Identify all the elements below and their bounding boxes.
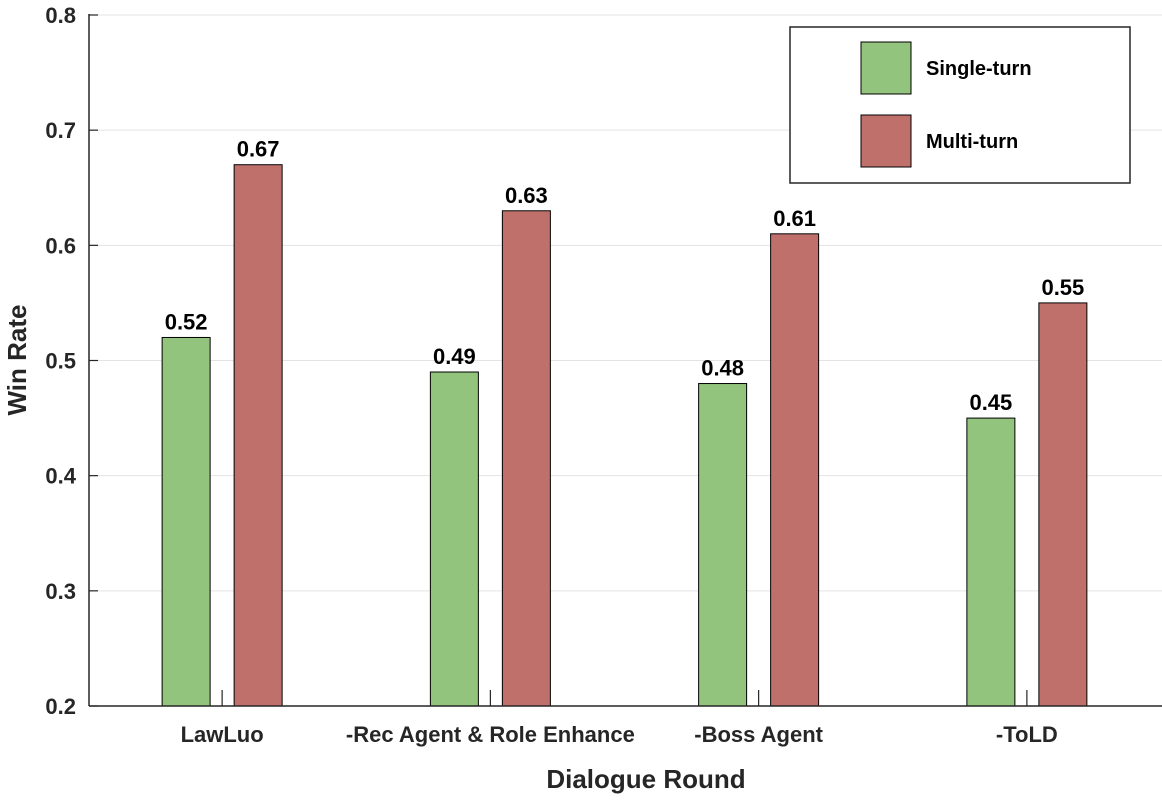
y-axis-label: Win Rate: [2, 305, 32, 416]
bar-single-turn: [161, 336, 211, 707]
bar-value-label: 0.61: [773, 206, 816, 231]
y-tick-label: 0.5: [45, 349, 76, 374]
bar-multi-turn: [233, 164, 283, 707]
bar-value-label: 0.48: [701, 356, 744, 381]
y-tick-label: 0.2: [45, 694, 76, 719]
x-tick-label: -ToLD: [996, 722, 1058, 747]
bar-value-label: 0.63: [505, 183, 548, 208]
legend-swatch-multi-turn: [860, 114, 912, 168]
y-tick-label: 0.4: [45, 464, 76, 489]
legend-swatch-single-turn: [860, 41, 912, 95]
bar-single-turn: [429, 371, 479, 707]
x-axis-label: Dialogue Round: [546, 764, 745, 794]
bar-value-label: 0.67: [237, 137, 280, 162]
bar-value-label: 0.45: [969, 390, 1012, 415]
x-tick-label: LawLuo: [181, 722, 264, 747]
legend: Single-turn Multi-turn: [789, 26, 1131, 184]
bar-multi-turn: [770, 233, 820, 707]
y-tick-label: 0.3: [45, 579, 76, 604]
legend-label-single-turn: Single-turn: [926, 58, 1032, 80]
axes: 0.2 0.3 0.4 0.5 0.6 0.7 0.8 LawLuo -Rec Agent & …: [45, 3, 1162, 747]
data-labels: 0.52 0.67 0.49 0.63 0.48 0.61 0.45 0.55: [165, 137, 1085, 415]
x-tick-label: -Boss Agent: [694, 722, 823, 747]
y-tick-label: 0.6: [45, 233, 76, 258]
legend-box: [789, 26, 1131, 184]
bar-value-label: 0.49: [433, 344, 476, 369]
bar-single-turn: [698, 383, 748, 707]
bars: [161, 164, 1088, 707]
bar-single-turn: [966, 417, 1016, 707]
bar-multi-turn: [1038, 302, 1088, 707]
bar-value-label: 0.55: [1041, 275, 1084, 300]
legend-label-multi-turn: Multi-turn: [926, 131, 1018, 153]
x-tick-label: -Rec Agent & Role Enhance: [346, 722, 635, 747]
bar-value-label: 0.52: [165, 309, 208, 334]
y-tick-label: 0.7: [45, 118, 76, 143]
bar-multi-turn: [501, 210, 551, 707]
y-tick-label: 0.8: [45, 3, 76, 28]
